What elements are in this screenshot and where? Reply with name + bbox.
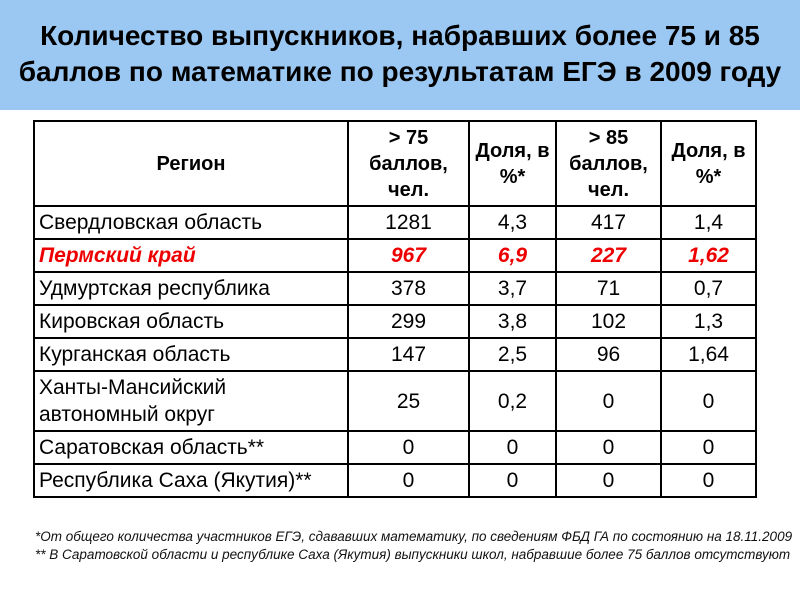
- column-header-gt85: > 85 баллов, чел.: [555, 120, 662, 207]
- value-cell: 3,7: [468, 271, 557, 306]
- table-body: Свердловская область 1281 4,3 417 1,4 Пермски…: [33, 205, 757, 498]
- table-row: Республика Саха (Якутия)** 0 0 0 0: [33, 463, 757, 498]
- slide-title: Количество выпускников, набравших более …: [0, 0, 800, 110]
- column-header-share75: Доля, в %*: [468, 120, 557, 207]
- value-cell: 0: [555, 463, 662, 498]
- value-cell: 0: [555, 430, 662, 465]
- column-header-region: Регион: [33, 120, 349, 207]
- region-cell: Удмуртская республика: [33, 271, 349, 306]
- value-cell: 1,62: [660, 238, 757, 273]
- value-cell: 1281: [347, 205, 470, 240]
- value-cell: 1,3: [660, 304, 757, 339]
- value-cell: 102: [555, 304, 662, 339]
- region-cell: Республика Саха (Якутия)**: [33, 463, 349, 498]
- table-row: Пермский край 967 6,9 227 1,62: [33, 238, 757, 273]
- value-cell: 378: [347, 271, 470, 306]
- region-cell: Курганская область: [33, 337, 349, 372]
- value-cell: 0: [468, 463, 557, 498]
- value-cell: 227: [555, 238, 662, 273]
- region-cell: Саратовская область**: [33, 430, 349, 465]
- table-row: Кировская область 299 3,8 102 1,3: [33, 304, 757, 339]
- value-cell: 0: [660, 430, 757, 465]
- value-cell: 0,2: [468, 370, 557, 432]
- table-header-row: Регион > 75 баллов, чел. Доля, в %* > 85…: [33, 120, 757, 207]
- footnotes: *От общего количества участников ЕГЭ, сд…: [35, 528, 795, 563]
- table-row: Саратовская область** 0 0 0 0: [33, 430, 757, 465]
- results-table: Регион > 75 баллов, чел. Доля, в %* > 85…: [33, 120, 757, 498]
- table-row: Свердловская область 1281 4,3 417 1,4: [33, 205, 757, 240]
- value-cell: 147: [347, 337, 470, 372]
- value-cell: 0,7: [660, 271, 757, 306]
- column-header-gt75: > 75 баллов, чел.: [347, 120, 470, 207]
- value-cell: 967: [347, 238, 470, 273]
- region-cell: Свердловская область: [33, 205, 349, 240]
- value-cell: 6,9: [468, 238, 557, 273]
- region-cell: Кировская область: [33, 304, 349, 339]
- value-cell: 2,5: [468, 337, 557, 372]
- region-cell: Ханты-Мансийский автономный округ: [33, 370, 349, 432]
- value-cell: 1,4: [660, 205, 757, 240]
- value-cell: 96: [555, 337, 662, 372]
- region-cell: Пермский край: [33, 238, 349, 273]
- value-cell: 0: [347, 463, 470, 498]
- table-row: Курганская область 147 2,5 96 1,64: [33, 337, 757, 372]
- table-row: Удмуртская республика 378 3,7 71 0,7: [33, 271, 757, 306]
- value-cell: 25: [347, 370, 470, 432]
- value-cell: 1,64: [660, 337, 757, 372]
- table-row: Ханты-Мансийский автономный округ 25 0,2 0 0: [33, 370, 757, 432]
- value-cell: 4,3: [468, 205, 557, 240]
- value-cell: 0: [555, 370, 662, 432]
- value-cell: 0: [347, 430, 470, 465]
- value-cell: 0: [660, 463, 757, 498]
- value-cell: 0: [468, 430, 557, 465]
- value-cell: 3,8: [468, 304, 557, 339]
- footnote-second: ** В Саратовской области и республике Са…: [35, 546, 791, 562]
- column-header-share85: Доля, в %*: [660, 120, 757, 207]
- value-cell: 299: [347, 304, 470, 339]
- value-cell: 417: [555, 205, 662, 240]
- footnote-first: *От общего количества участников ЕГЭ, сд…: [35, 529, 793, 544]
- value-cell: 71: [555, 271, 662, 306]
- value-cell: 0: [660, 370, 757, 432]
